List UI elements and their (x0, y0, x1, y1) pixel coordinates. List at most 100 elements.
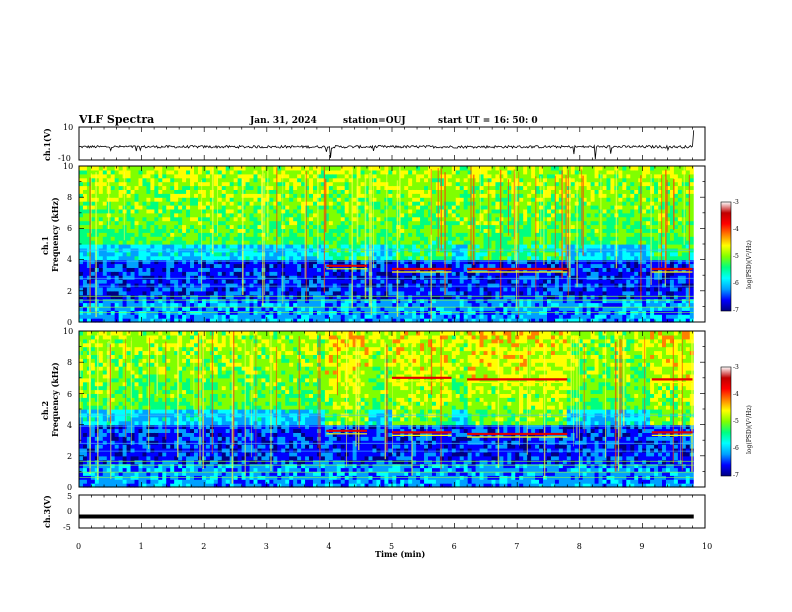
spectrogram-cell (400, 279, 405, 284)
spectrogram-cell (491, 240, 497, 245)
spectrogram-cell (205, 201, 211, 206)
spectrogram-cell (431, 169, 437, 175)
spectrogram-cell (451, 271, 457, 276)
spectrogram-cell (376, 306, 382, 311)
spectrogram-cell (543, 286, 548, 292)
spectrogram-cell (178, 275, 183, 280)
spectrogram-cell (344, 228, 350, 233)
spectrogram-cell (186, 275, 191, 280)
spectrogram-cell (487, 318, 493, 323)
spectrogram-cell (285, 236, 290, 241)
spectrogram-cell (225, 275, 231, 280)
spectrogram-cell (332, 314, 338, 319)
spectrogram-cell (269, 201, 274, 206)
spectrogram-cell (130, 193, 136, 198)
spectrogram-cell (356, 275, 362, 280)
spectrogram-cell (324, 271, 330, 276)
spectrogram-cell (273, 259, 278, 265)
spectrogram-cell (455, 318, 461, 323)
spectrogram-cell (420, 275, 425, 280)
spectrogram-cell (79, 279, 84, 284)
spectrogram-cell (166, 185, 171, 190)
spectrogram-cell (531, 306, 536, 311)
spectrogram-cell (150, 189, 155, 194)
spectrogram-cell (527, 279, 532, 284)
spectrogram-cell (265, 259, 270, 265)
spectrogram-cell (197, 228, 203, 233)
spectrogram-cell (404, 216, 409, 222)
spectrogram-cell (503, 294, 508, 300)
spectrogram-cell (523, 263, 528, 268)
spectrogram-cell (531, 314, 536, 319)
spectrogram-cell (566, 302, 572, 307)
spectrogram-cell (348, 197, 354, 202)
spectrogram-cell (455, 283, 461, 288)
spectrogram-cell (483, 255, 489, 261)
spectrogram-cell (523, 177, 528, 183)
spectrogram-cell (90, 279, 96, 284)
spectrogram-cell (570, 240, 576, 245)
spectrogram-cell (118, 173, 124, 179)
spectrogram-cell (221, 173, 227, 179)
spectrogram-cell (162, 181, 167, 187)
spectrogram-cell (217, 240, 223, 245)
spectrogram-cell (332, 228, 338, 233)
spectrogram-cell (261, 314, 267, 319)
spectrogram-cell (443, 208, 449, 214)
spectrogram-cell (122, 251, 128, 257)
spectrogram-cell (396, 173, 401, 179)
spectrogram-cell (424, 177, 429, 183)
spectrogram-cell (503, 205, 508, 210)
spectrogram-cell (439, 224, 445, 229)
spectrogram-cell (554, 216, 560, 222)
spectrogram-cell (562, 279, 568, 284)
spectrogram-cell (205, 279, 211, 284)
spectrogram-cell (550, 232, 556, 237)
spectrogram-cell (285, 205, 290, 210)
spectrogram-cell (428, 169, 433, 175)
spectrogram-cell (475, 177, 481, 183)
spectrogram-cell (320, 212, 326, 218)
spectrogram-cell (201, 298, 207, 304)
spectrogram-cell (324, 224, 330, 229)
spectrogram-cell (114, 267, 120, 272)
spectrogram-cell (416, 298, 421, 304)
spectrogram-cell (463, 294, 469, 300)
spectrogram-cell (451, 290, 457, 296)
spectrogram-cell (543, 259, 548, 265)
spectrogram-cell (459, 283, 465, 288)
spectrogram-cell (285, 255, 290, 261)
spectrogram-cell (261, 306, 267, 311)
spectrogram-cell (539, 236, 544, 241)
spectrogram-cell (499, 236, 504, 241)
spectrogram-cell (118, 185, 124, 190)
spectrogram-cell (364, 177, 370, 183)
spectrogram-cell (336, 283, 342, 288)
spectrogram-cell (467, 208, 473, 214)
spectrogram-cell (233, 224, 239, 229)
spectrogram-cell (515, 197, 520, 202)
spectrogram-cell (138, 314, 144, 319)
spectrogram-cell (340, 166, 346, 171)
spectrogram-cell (539, 314, 544, 319)
spectrogram-cell (79, 205, 84, 210)
spectrogram-cell (170, 290, 175, 296)
spectrogram-cell (416, 259, 421, 265)
spectrogram-cell (201, 263, 207, 268)
spectrogram-cell (455, 286, 461, 292)
spectrogram-cell (515, 193, 520, 198)
spectrogram-cell (503, 236, 508, 241)
spectrogram-cell (535, 208, 540, 214)
spectrogram-cell (404, 251, 409, 257)
spectrogram-cell (277, 251, 282, 257)
spectrogram-cell (277, 177, 282, 183)
spectrogram-cell (404, 283, 409, 288)
spectrogram-cell (416, 189, 421, 194)
spectrogram-cell (431, 286, 437, 292)
spectrogram-cell (225, 212, 231, 218)
spectrogram-cell (364, 236, 370, 241)
spectrogram-cell (527, 232, 532, 237)
spectrogram-cell (82, 240, 88, 245)
spectrogram-cell (479, 279, 485, 284)
spectrogram-cell (372, 244, 378, 249)
